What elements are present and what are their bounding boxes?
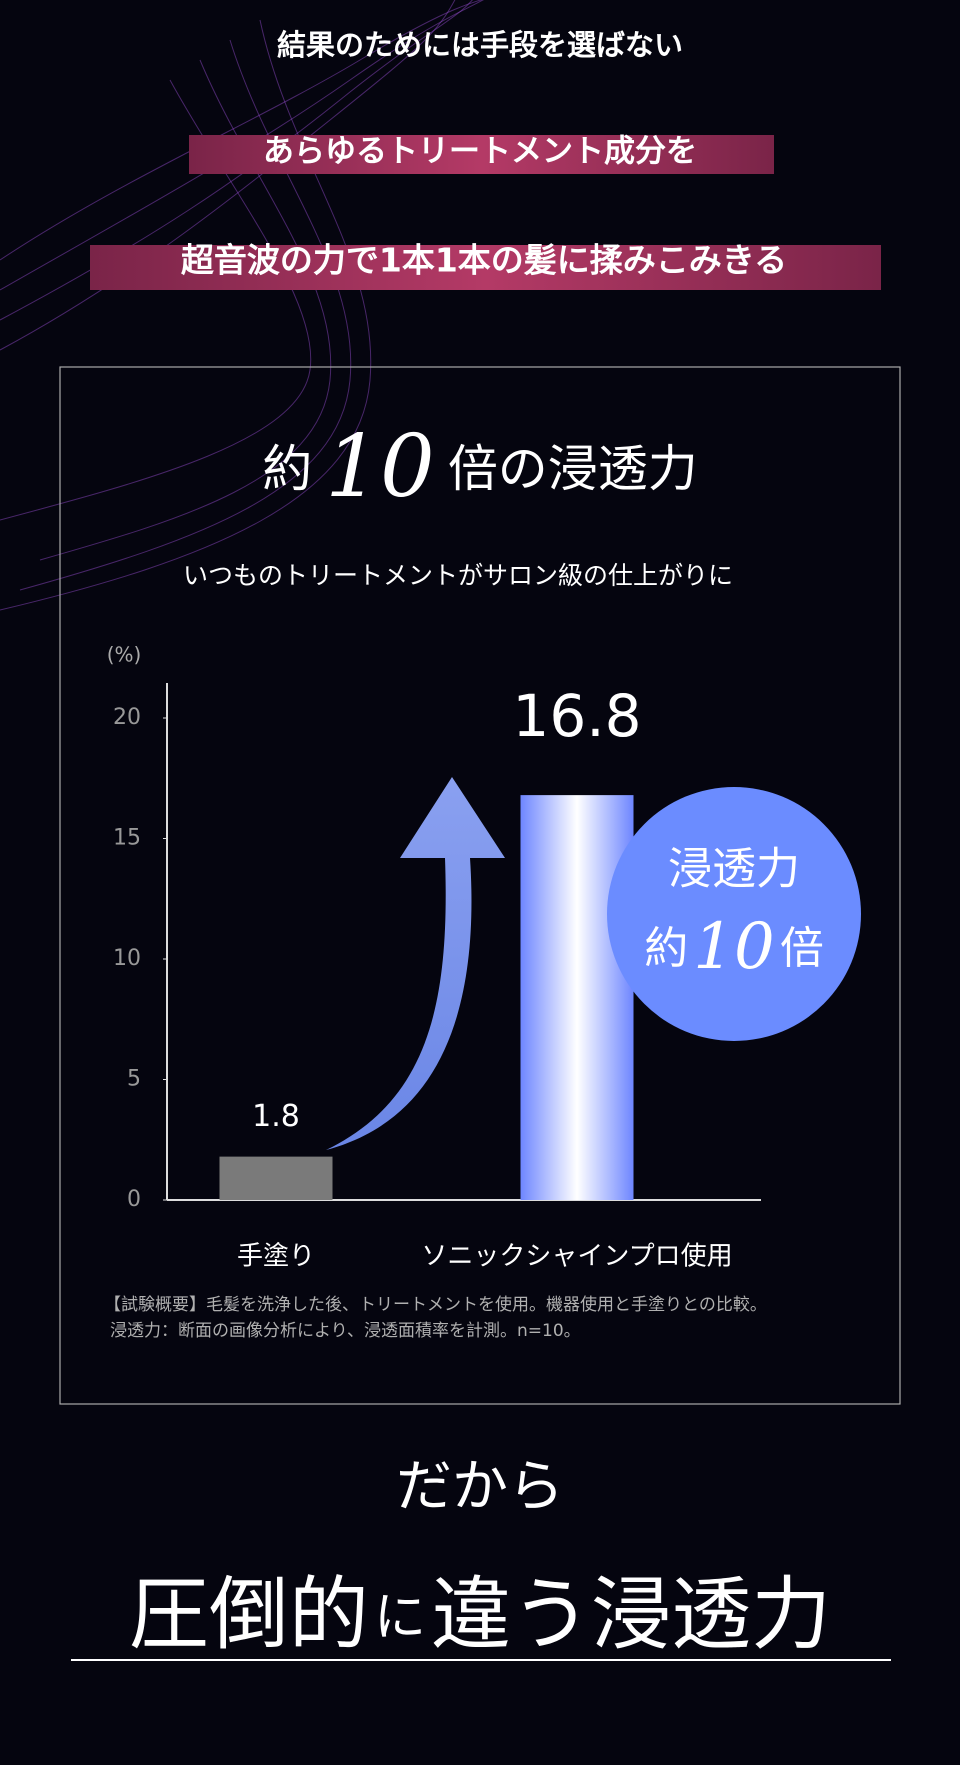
y-axis-label: (%) [107,643,142,667]
headline-part: に [374,1588,426,1648]
title-part: 倍の浸透力 [448,440,698,498]
note: 浸透力：断面の画像分析により、浸透面積率を計測。n=10。 [110,1321,581,1341]
y-tick-label: 20 [113,705,141,730]
footer-lead: だから [396,1455,564,1520]
badge: 浸透力 約 10 倍 [607,787,861,1041]
headline-part: 違う浸透力 [431,1568,831,1661]
footer-headline: 圧倒的 に 違う浸透力 [129,1568,831,1661]
highlight [189,135,774,174]
badge-part: 10 [693,910,774,984]
chart-subtitle: いつものトリートメントがサロン級の仕上がりに [183,561,733,590]
arrow [326,777,505,1150]
header-line: 超音波の力で1本1本の髪に揉みこみきる [181,241,787,280]
badge-text: 約 10 倍 [644,910,824,984]
x-tick-label: ソニックシャインプロ使用 [421,1242,732,1272]
highlight [90,245,881,290]
badge-part: 倍 [780,923,824,974]
headline-part: 圧倒的 [129,1568,369,1661]
badge-part: 約 [644,923,688,974]
chart-frame [59,366,901,1405]
value-label: 16.8 [512,682,641,750]
bar [520,795,634,1200]
value-label: 1.8 [252,1099,300,1134]
decor-waves [0,0,485,611]
badge-circle [607,787,861,1041]
y-tick-label: 0 [127,1187,141,1212]
y-tick-label: 5 [127,1067,141,1092]
chart-title: 約 10 倍の浸透力 [262,417,698,517]
plot: 0 5 10 15 20 手塗り 1.8 ソニックシャインプロ使用 16.8 [113,682,761,1272]
badge-text: 浸透力 [668,844,800,895]
title-part: 10 [325,417,434,517]
x-tick-label: 手塗り [237,1242,315,1272]
bar [219,1156,333,1200]
note: 【試験概要】毛髪を洗浄した後、トリートメントを使用。機器使用と手塗りとの比較。 [104,1294,767,1315]
title-part: 約 [262,440,312,498]
y-tick-label: 10 [113,946,141,971]
header-line: あらゆるトリートメント成分を [263,134,697,170]
header-line: 結果のためには手段を選ばない [277,28,683,62]
y-tick-label: 15 [113,826,141,851]
